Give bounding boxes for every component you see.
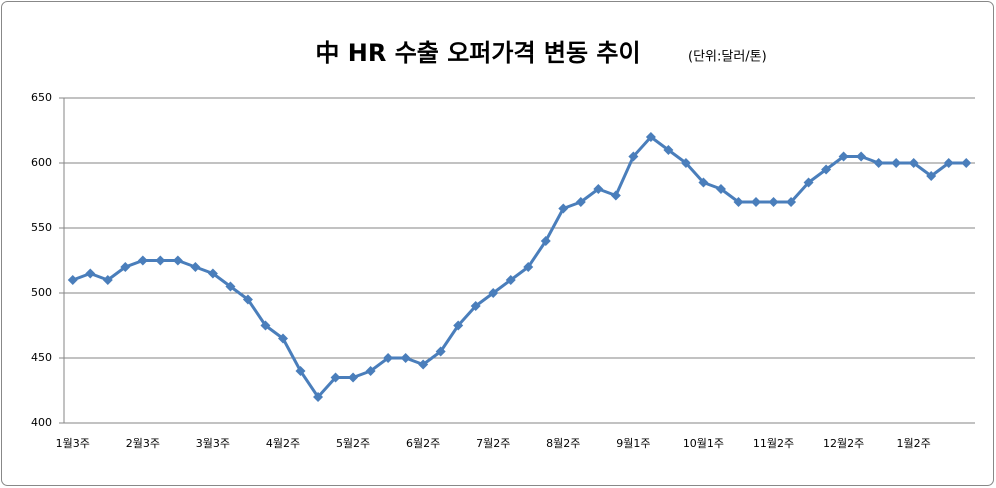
marker — [751, 197, 762, 207]
x-tick-label: 1월3주 — [56, 437, 90, 450]
marker — [873, 158, 884, 168]
marker — [715, 184, 726, 194]
marker — [926, 171, 937, 181]
marker — [680, 158, 691, 168]
marker — [400, 353, 411, 363]
marker — [891, 158, 902, 168]
marker — [330, 372, 341, 383]
marker — [663, 145, 674, 155]
x-tick-label: 5월2주 — [336, 437, 370, 450]
series-line — [72, 135, 967, 399]
x-tick-label: 1월2주 — [897, 437, 931, 450]
x-tick-label: 6월2주 — [406, 437, 440, 450]
marker — [803, 177, 814, 188]
marker — [365, 366, 376, 376]
x-tick-label: 8월2주 — [546, 437, 580, 450]
marker — [85, 268, 96, 279]
marker — [698, 177, 709, 188]
x-tick-label: 7월2주 — [476, 437, 510, 450]
marker — [260, 320, 271, 331]
y-tick-label: 450 — [31, 351, 52, 364]
x-tick-label: 3월3주 — [196, 437, 230, 450]
chart-subtitle: (단위:달러/톤) — [688, 50, 767, 65]
marker — [645, 132, 656, 142]
marker — [120, 262, 131, 272]
marker — [435, 346, 446, 357]
x-tick-label: 10월1주 — [683, 437, 724, 450]
marker — [838, 151, 849, 162]
marker — [383, 353, 394, 363]
marker — [540, 236, 551, 246]
marker — [453, 320, 464, 331]
marker — [558, 203, 569, 214]
x-tick-label: 2월3주 — [126, 437, 160, 450]
marker — [155, 255, 166, 266]
marker — [628, 151, 639, 162]
marker — [943, 158, 954, 168]
marker — [102, 275, 113, 285]
marker — [768, 197, 779, 207]
x-tick-label: 9월1주 — [616, 437, 650, 450]
y-tick-label: 500 — [31, 286, 52, 299]
chart-title: 中 HR 수출 오퍼가격 변동 추이 — [315, 39, 640, 67]
marker — [418, 359, 429, 370]
y-tick-label: 550 — [31, 221, 52, 234]
marker — [821, 164, 832, 175]
x-tick-label: 4월2주 — [266, 437, 300, 450]
marker — [207, 268, 218, 279]
marker — [610, 190, 621, 201]
marker — [172, 255, 183, 266]
y-tick-label: 650 — [31, 91, 52, 104]
y-tick-label: 600 — [31, 156, 52, 169]
marker — [137, 255, 148, 266]
marker — [961, 158, 972, 168]
marker — [488, 288, 499, 298]
marker — [348, 372, 359, 383]
marker — [277, 333, 288, 344]
marker — [505, 275, 516, 285]
marker — [733, 197, 744, 207]
x-tick-label: 11월2주 — [753, 437, 794, 450]
marker — [190, 262, 201, 272]
marker — [786, 197, 797, 207]
marker — [470, 301, 481, 311]
marker — [242, 294, 253, 305]
marker — [67, 275, 78, 285]
marker — [593, 184, 604, 194]
x-tick-label: 12월2주 — [823, 437, 864, 450]
marker — [313, 392, 324, 402]
marker — [575, 197, 586, 207]
y-tick-label: 400 — [31, 416, 52, 429]
marker — [523, 262, 534, 272]
marker — [908, 158, 919, 168]
marker — [225, 281, 236, 292]
marker — [856, 151, 867, 162]
marker — [295, 366, 306, 376]
